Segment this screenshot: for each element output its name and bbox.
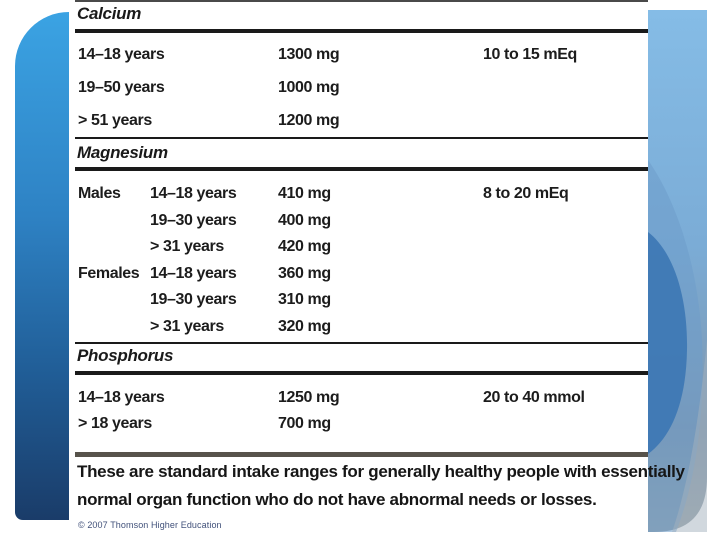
cell-range: 10 to 15 mEq (483, 46, 577, 63)
cell-amount: 400 mg (278, 211, 331, 229)
cell-age: > 31 years (150, 238, 224, 255)
calcium-header-rule (75, 29, 648, 33)
cell-age: 19–50 years (78, 79, 165, 96)
footer-rule (75, 452, 648, 457)
copyright-text: © 2007 Thomson Higher Education (78, 520, 222, 530)
left-accent-bar (15, 12, 69, 520)
cell-amount: 1200 mg (278, 112, 340, 129)
cell-age: 14–18 years (150, 264, 237, 282)
note-line-2: normal organ function who do not have ab… (77, 490, 597, 509)
cell-age: > 18 years (78, 415, 152, 432)
cell-group: Females (78, 264, 140, 282)
magnesium-header-rule (75, 167, 648, 171)
cell-group: Males (78, 185, 121, 202)
right-accent-graphic (648, 10, 707, 532)
magnesium-top-rule (75, 137, 648, 139)
table-row: Males 14–18 years 410 mg 8 to 20 mEq (75, 185, 648, 212)
cell-amount: 420 mg (278, 238, 331, 255)
cell-amount: 1250 mg (278, 389, 340, 406)
cell-age: > 51 years (78, 112, 152, 129)
cell-amount: 1300 mg (278, 46, 340, 63)
table-row: 19–30 years 310 mg (75, 291, 648, 318)
section-title-calcium: Calcium (77, 4, 142, 23)
cell-age: 19–30 years (150, 211, 237, 229)
table-row: > 18 years 700 mg (75, 415, 648, 441)
cell-age: > 31 years (150, 317, 224, 335)
table-row: > 51 years 1200 mg (75, 112, 648, 145)
cell-age: 19–30 years (150, 291, 237, 308)
calcium-rows: 14–18 years 1300 mg 10 to 15 mEq 19–50 year… (75, 46, 648, 145)
cell-age: 14–18 years (78, 389, 165, 406)
cell-range: 8 to 20 mEq (483, 185, 569, 202)
cell-amount: 410 mg (278, 185, 331, 202)
phosphorus-header-rule (75, 371, 648, 375)
cell-amount: 360 mg (278, 264, 331, 282)
table-row: > 31 years 320 mg (75, 318, 648, 345)
table-row: 19–50 years 1000 mg (75, 79, 648, 112)
cell-amount: 1000 mg (278, 79, 340, 96)
section-title-phosphorus: Phosphorus (77, 346, 174, 365)
table-row: 14–18 years 1300 mg 10 to 15 mEq (75, 46, 648, 79)
note-line-1: These are standard intake ranges for gen… (77, 462, 685, 481)
phosphorus-rows: 14–18 years 1250 mg 20 to 40 mmol > 18 year… (75, 389, 648, 441)
cell-age: 14–18 years (78, 46, 165, 63)
table-row: 14–18 years 1250 mg 20 to 40 mmol (75, 389, 648, 415)
mineral-intake-table: Calcium Magnesium Phosphorus 14–18 years… (75, 0, 685, 540)
section-title-magnesium: Magnesium (77, 143, 168, 162)
table-top-rule (75, 0, 648, 2)
cell-range: 20 to 40 mmol (483, 389, 585, 406)
cell-amount: 320 mg (278, 317, 331, 335)
cell-age: 14–18 years (150, 185, 237, 202)
table-row: 19–30 years 400 mg (75, 212, 648, 239)
cell-amount: 310 mg (278, 291, 331, 308)
phosphorus-top-rule (75, 342, 648, 344)
table-row: Females 14–18 years 360 mg (75, 265, 648, 292)
magnesium-rows: Males 14–18 years 410 mg 8 to 20 mEq 19–30 y… (75, 185, 648, 344)
table-row: > 31 years 420 mg (75, 238, 648, 265)
cell-amount: 700 mg (278, 415, 331, 432)
